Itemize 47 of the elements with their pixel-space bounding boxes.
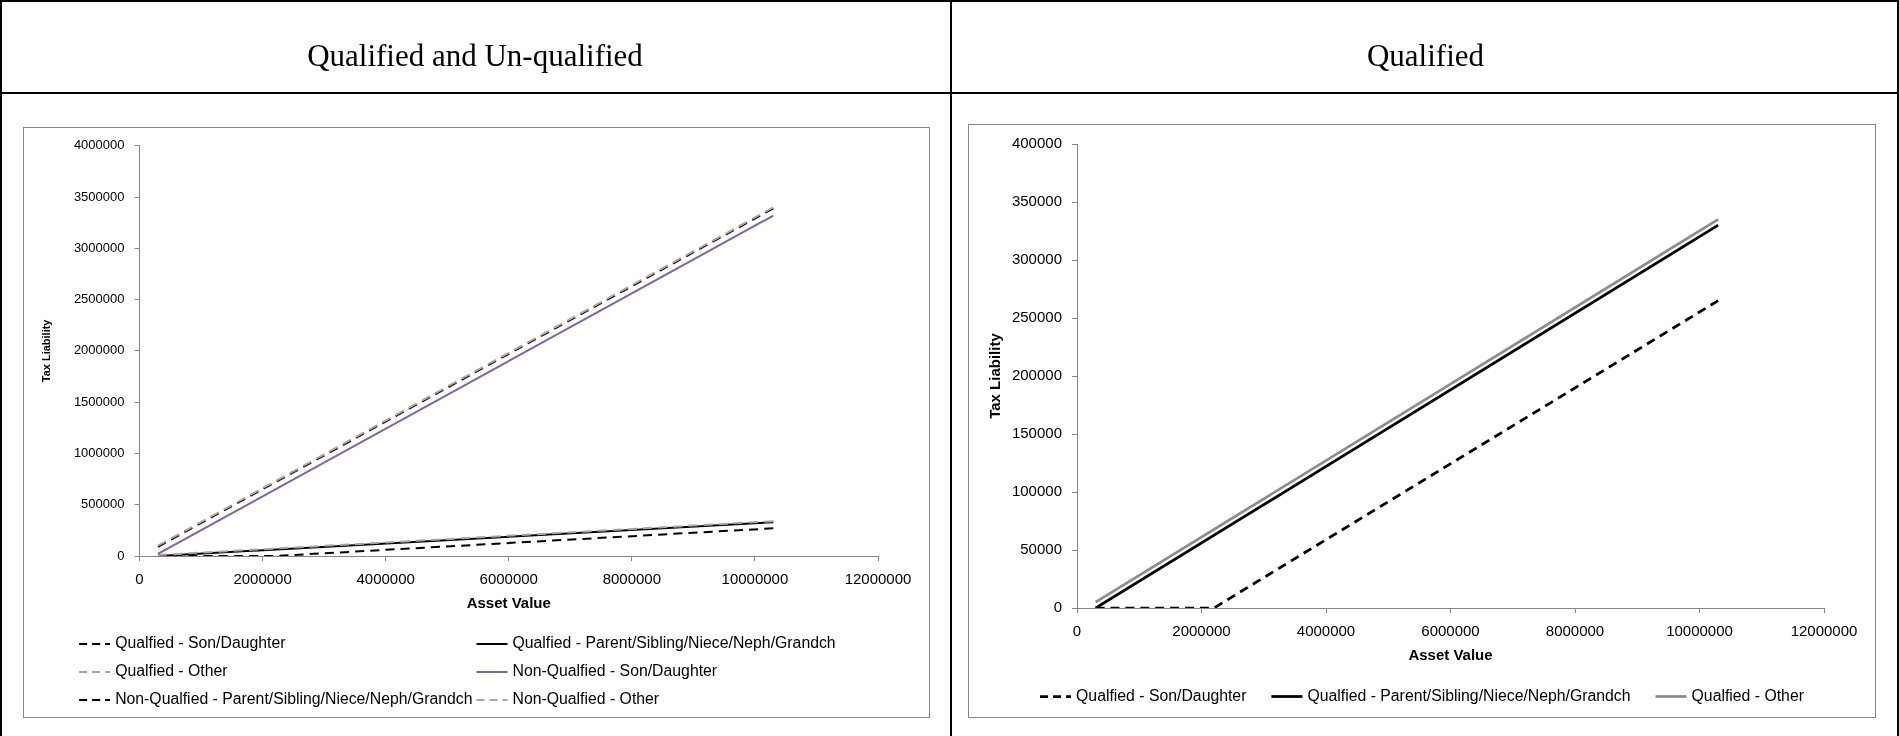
legend-label: Qualfied - Parent/Sibling/Niece/Neph/Grandch [512,634,836,652]
chart-title: Qualified and Un-qualified [0,0,950,94]
legend-label: Qualfied - Son/Daughter [115,634,286,652]
x-tick-label: 12000000 [844,570,912,588]
legend-label: Non-Qualfied - Son/Daughter [512,662,718,680]
legend-label: Qualfied - Parent/Sibling/Niece/Neph/Grandch [1307,686,1631,704]
y-axis-title: Tax Liability [986,332,1004,419]
y-tick-label: 400000 [1011,134,1062,152]
y-tick-label: 3000000 [73,239,125,255]
legend-label: Non-Qualfied - Parent/Sibling/Niece/Neph/Grandch [115,690,473,708]
y-tick-label: 500000 [81,496,125,512]
chart-title: Qualified [952,0,1899,94]
y-tick-label: 3500000 [73,188,125,204]
y-tick-label: 300000 [1011,250,1062,268]
x-tick-label: 6000000 [479,570,538,588]
x-axis-title: Asset Value [1408,646,1493,664]
x-tick-label: 12000000 [1790,622,1858,640]
y-tick-label: 350000 [1011,192,1062,210]
x-tick-label: 8000000 [602,570,662,588]
y-tick-label: 150000 [1011,424,1062,442]
legend-label: Qualfied - Other [115,662,228,680]
y-tick-label: 1000000 [73,445,125,461]
y-tick-label: 2500000 [73,291,125,307]
x-axis-title: Asset Value [466,594,551,612]
y-tick-label: 200000 [1011,366,1062,384]
y-tick-label: 0 [1053,598,1062,616]
x-tick-label: 0 [135,570,144,588]
y-axis-title: Tax Liability [39,318,52,383]
x-tick-label: 10000000 [721,570,789,588]
x-tick-label: 8000000 [1545,622,1605,640]
y-tick-label: 4000000 [73,137,125,153]
x-tick-label: 0 [1072,622,1082,640]
x-tick-label: 4000000 [1296,622,1356,640]
y-tick-label: 250000 [1011,308,1062,326]
legend-label: Non-Qualfied - Other [512,690,660,708]
x-tick-label: 2000000 [233,570,292,588]
x-tick-label: 6000000 [1421,622,1480,640]
y-tick-label: 0 [117,547,125,563]
y-tick-label: 2000000 [73,342,125,358]
y-tick-label: 1500000 [73,393,125,409]
x-tick-label: 2000000 [1172,622,1231,640]
y-tick-label: 50000 [1020,540,1062,558]
x-tick-label: 4000000 [356,570,415,588]
legend-label: Qualfied - Other [1691,686,1804,704]
x-tick-label: 10000000 [1666,622,1733,640]
legend-label: Qualfied - Son/Daughter [1076,686,1247,704]
y-tick-label: 100000 [1011,482,1062,500]
